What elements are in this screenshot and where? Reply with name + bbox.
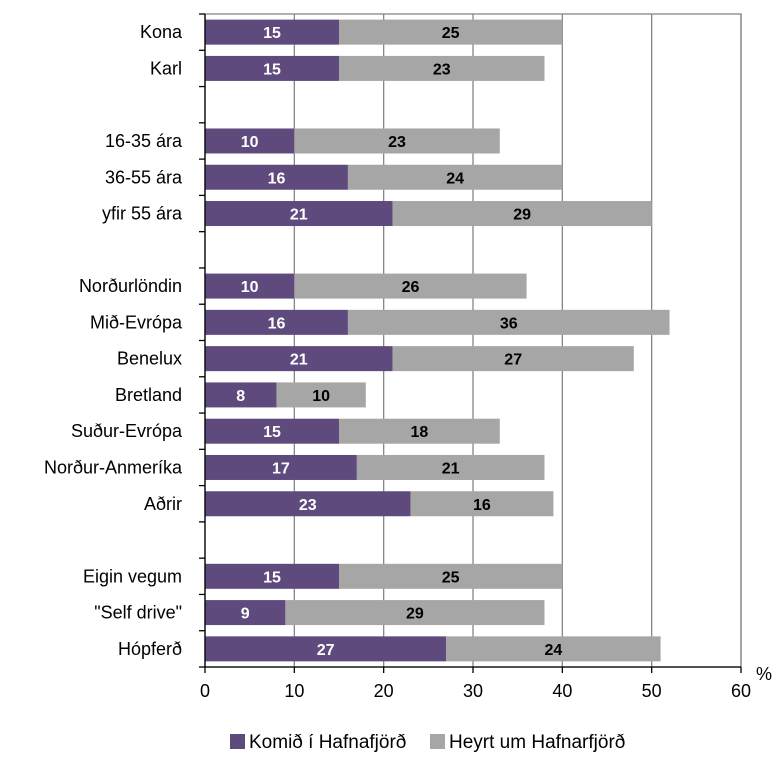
data-label: 23 xyxy=(299,497,317,514)
bar-heyrt xyxy=(339,563,563,589)
data-label: 21 xyxy=(290,207,308,224)
data-label: 15 xyxy=(263,424,281,441)
bar-komid xyxy=(205,454,357,480)
x-tick-label: 50 xyxy=(642,681,662,701)
data-label: 29 xyxy=(513,207,531,224)
axes xyxy=(199,13,742,673)
data-label: 25 xyxy=(442,25,460,42)
x-tick-label: 20 xyxy=(374,681,394,701)
bar-komid xyxy=(205,600,286,626)
bar-komid xyxy=(205,128,295,154)
data-label: 25 xyxy=(442,569,460,586)
category-label: Norður-Anmeríka xyxy=(44,457,183,477)
category-label: yfir 55 ára xyxy=(102,204,183,224)
data-label: 17 xyxy=(272,460,290,477)
bar-komid xyxy=(205,201,393,227)
category-label: Bretland xyxy=(115,385,182,405)
bar-heyrt xyxy=(339,55,545,81)
category-label: Aðrir xyxy=(144,494,182,514)
x-tick-label: 40 xyxy=(552,681,572,701)
legend: Komið í Hafnafjörð Heyrt um Hafnarfjörð xyxy=(230,732,625,753)
bar-heyrt xyxy=(285,600,545,626)
bar-komid xyxy=(205,418,339,444)
bar-heyrt xyxy=(392,346,634,372)
data-label: 23 xyxy=(388,134,406,151)
data-label: 10 xyxy=(241,134,259,151)
data-label: 15 xyxy=(263,25,281,42)
data-label: 29 xyxy=(406,606,424,623)
bar-heyrt xyxy=(347,309,670,335)
bar-komid xyxy=(205,491,411,517)
data-label: 27 xyxy=(504,352,522,369)
legend-swatch xyxy=(430,734,445,749)
bar-heyrt xyxy=(356,454,545,480)
bar-heyrt xyxy=(294,128,500,154)
data-label: 36 xyxy=(500,315,518,332)
labels: 0 10 20 30 40 50 60 Kona Karl 16-35 ára 36-55 ára y… xyxy=(44,22,751,701)
bar-heyrt xyxy=(392,201,652,227)
legend-swatch xyxy=(230,734,245,749)
bar-heyrt xyxy=(294,273,527,299)
bar-heyrt xyxy=(446,636,661,662)
bar-komid xyxy=(205,55,339,81)
bar-komid xyxy=(205,346,393,372)
data-label: 24 xyxy=(545,642,563,659)
bar-komid xyxy=(205,636,447,662)
bar-komid xyxy=(205,164,348,190)
x-unit-label: % xyxy=(756,664,772,684)
category-label: Karl xyxy=(150,58,182,78)
x-tick-label: 60 xyxy=(731,681,751,701)
data-label: 23 xyxy=(433,61,451,78)
bar-komid xyxy=(205,19,339,45)
bar-komid xyxy=(205,563,339,589)
data-label: 21 xyxy=(290,352,308,369)
data-label: 9 xyxy=(241,606,250,623)
data-label: 27 xyxy=(317,642,335,659)
data-label: 21 xyxy=(442,460,460,477)
data-label: 16 xyxy=(473,497,491,514)
category-label: 16-35 ára xyxy=(105,131,183,151)
data-label: 26 xyxy=(402,279,420,296)
data-label: 16 xyxy=(268,170,286,187)
data-label: 10 xyxy=(312,388,330,405)
bar-komid xyxy=(205,309,348,335)
data-label: 8 xyxy=(236,388,245,405)
category-label: Eigin vegum xyxy=(83,566,182,586)
bar-heyrt xyxy=(339,19,563,45)
x-tick-label: 0 xyxy=(200,681,210,701)
category-label: Kona xyxy=(140,22,183,42)
bars xyxy=(205,19,670,662)
category-label: Mið-Evrópa xyxy=(90,312,183,332)
data-label: 18 xyxy=(411,424,429,441)
category-label: Suður-Evrópa xyxy=(71,421,183,441)
category-label: Hópferð xyxy=(118,639,182,659)
bar-komid xyxy=(205,273,295,299)
data-label: 15 xyxy=(263,569,281,586)
category-label: Norðurlöndin xyxy=(79,276,182,296)
data-label: 16 xyxy=(268,315,286,332)
legend-label: Heyrt um Hafnarfjörð xyxy=(449,732,625,753)
x-tick-label: 30 xyxy=(463,681,483,701)
bar-heyrt xyxy=(347,164,563,190)
x-tick-label: 10 xyxy=(284,681,304,701)
legend-label: Komið í Hafnafjörð xyxy=(249,732,406,753)
data-label: 24 xyxy=(446,170,464,187)
bar-heyrt xyxy=(276,382,366,408)
bar-heyrt xyxy=(339,418,500,444)
category-label: 36-55 ára xyxy=(105,167,183,187)
data-label: 15 xyxy=(263,61,281,78)
category-label: "Self drive" xyxy=(94,603,182,623)
data-label: 10 xyxy=(241,279,259,296)
bar-heyrt xyxy=(410,491,554,517)
bar-komid xyxy=(205,382,277,408)
category-label: Benelux xyxy=(117,349,182,369)
